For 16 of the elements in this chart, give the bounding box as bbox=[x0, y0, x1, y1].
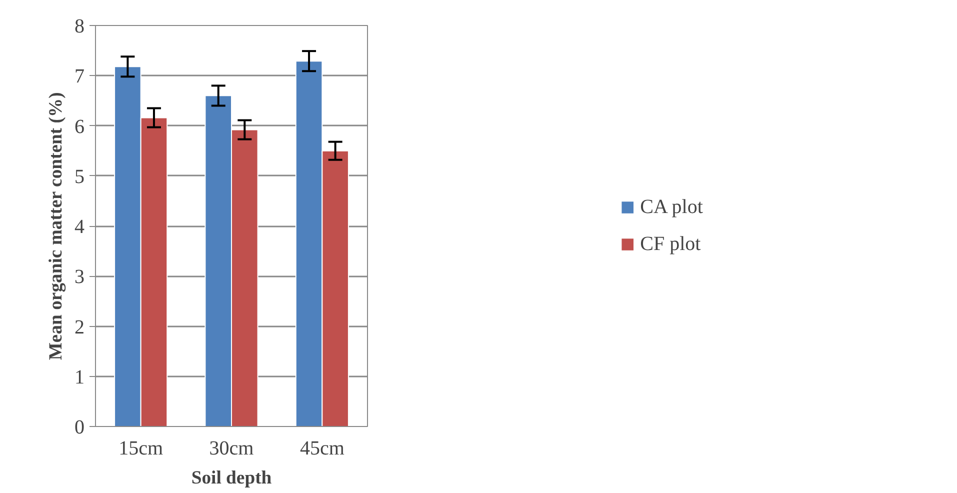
y-tick-label: 2 bbox=[74, 316, 84, 338]
x-tick-label: 45cm bbox=[300, 438, 345, 460]
y-tick-label: 1 bbox=[74, 366, 84, 388]
y-tick-label: 3 bbox=[74, 266, 84, 288]
x-axis-title: Soil depth bbox=[191, 468, 272, 488]
legend-label: CA plot bbox=[640, 196, 703, 218]
y-tick-label: 6 bbox=[74, 116, 84, 138]
x-tick-label: 30cm bbox=[209, 438, 254, 460]
y-tick-label: 5 bbox=[74, 166, 84, 188]
y-axis-title: Mean organic matter content (%) bbox=[46, 92, 66, 360]
x-tick-label: 15cm bbox=[118, 438, 164, 460]
y-tick-label: 4 bbox=[74, 216, 84, 238]
y-tick-label: 7 bbox=[74, 66, 84, 88]
y-tick-label: 0 bbox=[74, 416, 84, 438]
y-tick-label: 8 bbox=[74, 16, 84, 38]
legend-label: CF plot bbox=[640, 232, 701, 256]
